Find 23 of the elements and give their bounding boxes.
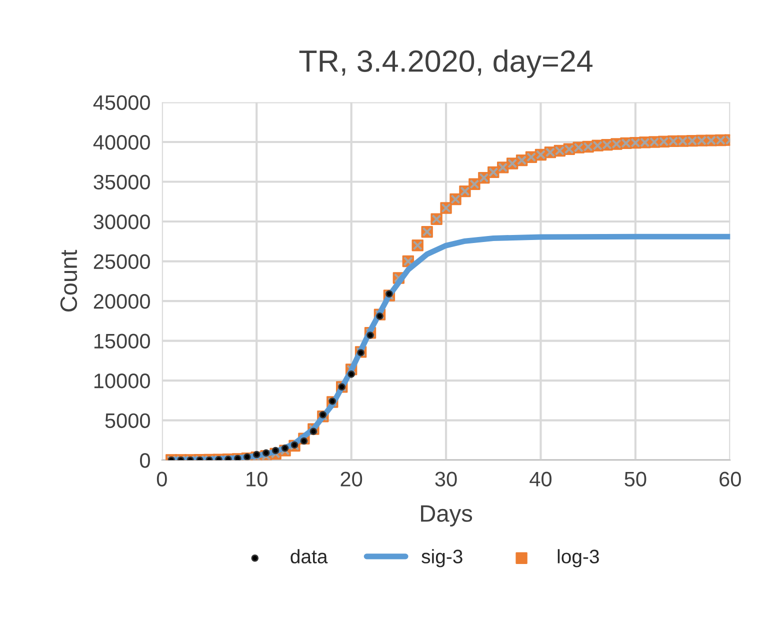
- y-tick-label: 40000: [93, 135, 150, 150]
- chart-title: TR, 3.4.2020, day=24: [299, 50, 592, 78]
- y-tick-label: 0: [140, 453, 150, 468]
- y-tick-label: 5000: [105, 413, 150, 428]
- y-tick-label: 35000: [94, 174, 150, 190]
- x-tick-label: 0: [156, 472, 167, 486]
- y-tick-label: 15000: [94, 334, 150, 349]
- x-tick-label: 20: [340, 472, 362, 486]
- x-tick-label: 40: [530, 472, 552, 486]
- legend-label: log-3: [558, 549, 599, 568]
- x-tick-label: 50: [624, 472, 646, 486]
- y-tick-label: 20000: [94, 294, 150, 309]
- y-tick-label: 30000: [94, 214, 150, 230]
- y-tick-label: 45000: [93, 95, 150, 110]
- x-tick-label: 10: [246, 472, 268, 486]
- y-axis-title: Count: [60, 250, 78, 312]
- x-tick-label: 30: [435, 472, 457, 486]
- legend-label: sig-3: [422, 549, 462, 568]
- legend-label: data: [290, 549, 328, 564]
- y-tick-label: 25000: [94, 254, 150, 270]
- x-tick-label: 60: [720, 472, 741, 486]
- x-axis-title: Days: [421, 505, 472, 527]
- y-tick-label: 10000: [94, 374, 150, 388]
